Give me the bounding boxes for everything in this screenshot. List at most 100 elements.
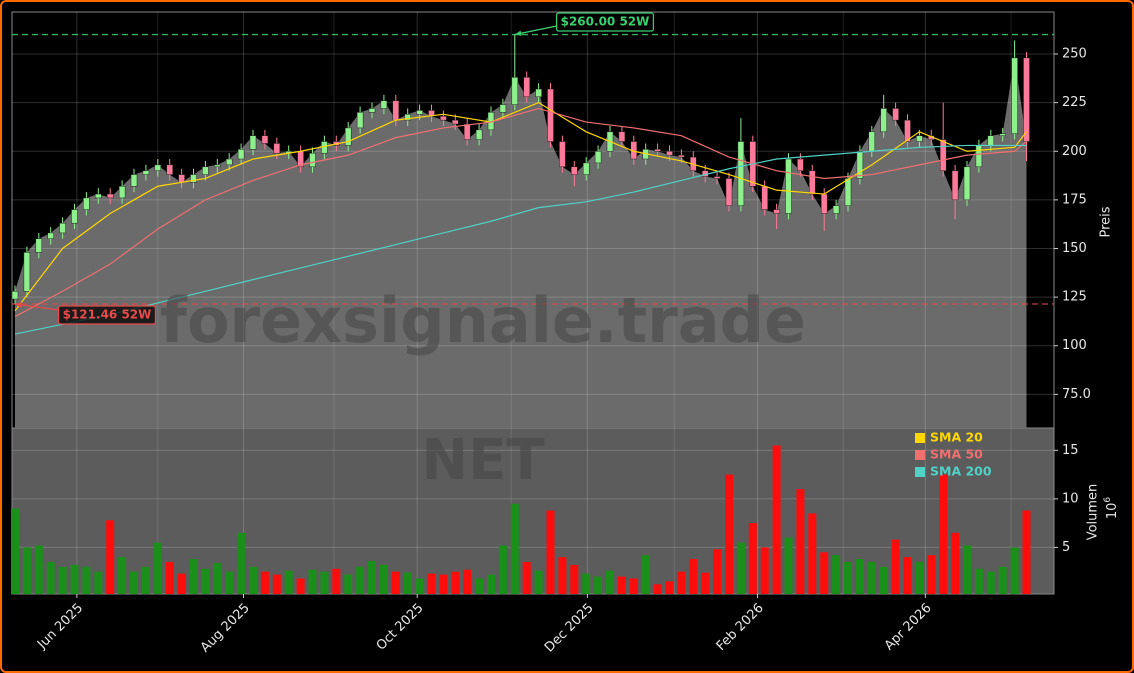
candle-body: [559, 141, 566, 168]
candle-body: [999, 133, 1006, 136]
candle-body: [523, 77, 530, 98]
volume-bar: [855, 559, 864, 594]
candle-body: [1023, 57, 1030, 142]
candle-body: [916, 135, 923, 142]
volume-bar: [249, 566, 257, 594]
candle-body: [83, 197, 90, 210]
candle-body: [939, 139, 947, 171]
candle-body: [261, 135, 269, 144]
candle-body: [225, 158, 233, 166]
volume-bar: [974, 568, 983, 594]
volume-bar: [403, 572, 412, 594]
candle-body: [761, 186, 768, 210]
candle-body: [118, 186, 126, 199]
volume-bar: [130, 571, 138, 594]
candle-body: [975, 145, 983, 168]
volume-bar: [344, 574, 353, 594]
volume-bar: [641, 555, 650, 594]
volume-bar: [475, 578, 484, 594]
candle-body: [499, 104, 507, 113]
volume-bar: [713, 549, 722, 594]
volume-bar: [427, 573, 436, 594]
candle-body: [832, 205, 840, 214]
volume-bar: [606, 570, 614, 594]
candle-body: [666, 151, 673, 156]
x-tick-label: Oct 2025: [374, 601, 427, 654]
volume-bar: [94, 571, 103, 594]
candle-body: [130, 174, 138, 187]
volume-bar: [558, 557, 567, 594]
volume-bar: [796, 489, 805, 594]
candle-body: [535, 88, 542, 98]
volume-bar: [379, 564, 388, 594]
y-tick-label: 150: [1062, 241, 1087, 256]
volume-bar: [225, 571, 234, 594]
volume-bar: [951, 532, 960, 594]
volume-bar: [701, 572, 710, 594]
candle-body: [344, 127, 352, 146]
volume-bar: [522, 561, 531, 594]
volume-bar: [58, 566, 67, 594]
volume-bar: [498, 545, 507, 594]
volume-bar: [153, 542, 162, 594]
candle-body: [11, 291, 19, 300]
candle-body: [892, 108, 899, 121]
volume-bar: [296, 578, 305, 594]
volume-bar: [356, 566, 365, 594]
candle-body: [154, 164, 162, 171]
candle-body: [797, 158, 804, 171]
candle-body: [856, 151, 864, 179]
plot-layer: $260.00 52W $121.46 52W 75.0 100 125 150 175 20…: [11, 12, 1091, 656]
volume-bar: [415, 578, 424, 594]
legend-swatch: [915, 467, 925, 477]
candle-body: [35, 238, 43, 253]
volume-bar: [677, 571, 686, 594]
volume-axis-label: Volumen: [1086, 484, 1101, 541]
volume-bar: [391, 571, 400, 594]
volume-bar: [34, 545, 43, 594]
volume-bar: [546, 510, 555, 594]
volume-bar: [629, 578, 638, 594]
annotation-arrow: [514, 25, 557, 36]
volume-bar: [11, 508, 19, 594]
volume-bar: [760, 547, 769, 594]
y-tick-label: 125: [1062, 290, 1087, 305]
legend-label: SMA 20: [930, 430, 983, 445]
volume-bar: [534, 570, 543, 594]
volume-bar: [808, 513, 817, 594]
candle-body: [820, 193, 828, 214]
candle-body: [368, 108, 376, 113]
y-axis-label: Preis: [1099, 206, 1114, 237]
volume-bar: [939, 474, 948, 594]
candle-body: [1011, 57, 1018, 134]
volume-bar: [368, 560, 376, 594]
candle-body: [59, 222, 66, 234]
volume-bar: [570, 564, 579, 594]
candle-body: [356, 112, 364, 129]
legend-swatch: [915, 450, 925, 460]
volume-tick-label: 15: [1062, 443, 1079, 458]
volume-bar: [177, 573, 186, 594]
annotation-arrowhead: [15, 302, 22, 308]
volume-bar: [1022, 510, 1031, 594]
volume-bar: [784, 537, 793, 594]
candle-body: [571, 166, 578, 175]
candle-body: [618, 131, 626, 142]
price-area: [15, 57, 1027, 429]
volume-unit-exp: 6: [1103, 497, 1113, 503]
candle-body: [773, 209, 780, 214]
candle-body: [725, 178, 733, 206]
watermark: forexsignale.trade: [160, 284, 806, 357]
volume-bar: [915, 561, 924, 594]
volume-bar: [653, 584, 662, 594]
volume-bar: [736, 542, 745, 594]
volume-bar: [106, 520, 115, 594]
volume-bar: [189, 559, 198, 594]
volume-bar: [582, 573, 591, 594]
x-tick-label: Aug 2025: [198, 601, 253, 656]
candle-body: [249, 135, 257, 150]
volume-bar: [903, 557, 912, 594]
volume-tick-label: 5: [1062, 540, 1070, 555]
volume-bar: [213, 562, 222, 594]
